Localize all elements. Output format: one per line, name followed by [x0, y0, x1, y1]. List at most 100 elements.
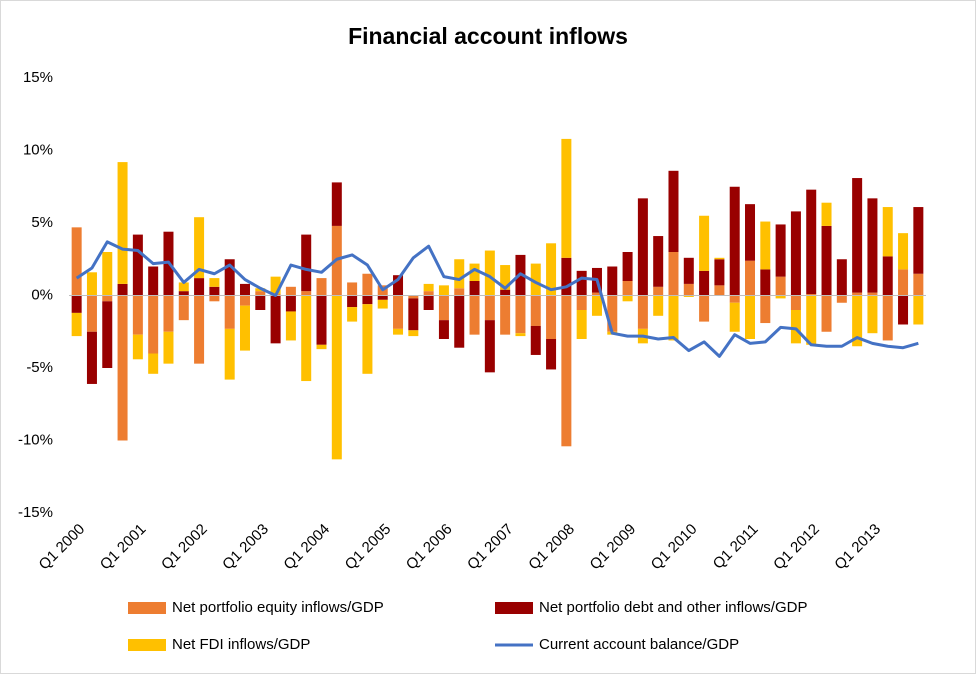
- bar: [285, 295, 296, 312]
- bar: [821, 295, 832, 332]
- y-tick-label: -15%: [18, 504, 53, 521]
- bar: [194, 278, 205, 296]
- bar: [515, 333, 526, 337]
- bar: [408, 330, 419, 337]
- y-tick-label: -10%: [18, 431, 53, 448]
- bar: [546, 243, 557, 296]
- bar: [790, 295, 801, 310]
- bar: [806, 294, 817, 296]
- bar: [576, 295, 587, 310]
- bar: [438, 320, 449, 339]
- bar: [561, 257, 572, 296]
- bar: [377, 299, 388, 309]
- bar: [852, 178, 863, 293]
- bar: [760, 295, 771, 324]
- bar: [913, 295, 924, 325]
- bar: [760, 269, 771, 296]
- bar: [86, 272, 97, 296]
- bar: [745, 204, 756, 261]
- bar: [270, 276, 281, 295]
- bar: [117, 283, 128, 296]
- bar: [331, 295, 342, 460]
- bar: [224, 295, 235, 329]
- bar: [561, 138, 572, 258]
- bar: [255, 295, 266, 310]
- bar: [714, 285, 725, 296]
- bar: [821, 202, 832, 226]
- bar: [745, 260, 756, 296]
- bar: [745, 295, 756, 339]
- bar: [913, 207, 924, 274]
- bar: [117, 295, 128, 441]
- bar: [178, 291, 189, 296]
- bar: [408, 298, 419, 331]
- chart-title: Financial account inflows: [348, 23, 628, 49]
- bar: [285, 286, 296, 296]
- bar: [71, 312, 82, 337]
- bar: [668, 170, 679, 252]
- bar: [775, 224, 786, 277]
- bar: [500, 295, 511, 335]
- bar: [637, 295, 648, 329]
- bar: [852, 292, 863, 296]
- bar: [301, 291, 312, 296]
- bar: [331, 182, 342, 226]
- bar: [867, 292, 878, 296]
- bar: [836, 259, 847, 296]
- bar: [469, 295, 480, 335]
- bar: [270, 295, 281, 344]
- bar: [867, 198, 878, 293]
- bar: [882, 256, 893, 296]
- bar: [760, 221, 771, 270]
- bar: [484, 320, 495, 373]
- bar: [790, 310, 801, 344]
- bar: [224, 259, 235, 296]
- legend-swatch: [128, 602, 166, 614]
- bar: [71, 295, 82, 313]
- bar: [316, 278, 327, 296]
- bar: [591, 292, 602, 296]
- bar: [821, 225, 832, 296]
- bar: [699, 270, 710, 296]
- bar: [607, 295, 618, 332]
- bar: [362, 304, 373, 374]
- bar: [790, 211, 801, 296]
- bar: [117, 162, 128, 284]
- bar: [301, 234, 312, 292]
- bar: [102, 295, 113, 302]
- bar: [454, 295, 465, 348]
- bar: [393, 275, 404, 296]
- bar: [546, 295, 557, 339]
- bar: [209, 286, 220, 296]
- y-tick-label: 15%: [23, 69, 53, 86]
- bar: [622, 295, 633, 302]
- bar: [209, 278, 220, 287]
- bar: [454, 288, 465, 296]
- bar: [898, 295, 909, 325]
- bar: [163, 331, 174, 364]
- bar: [882, 207, 893, 257]
- bar: [362, 295, 373, 305]
- bar: [408, 295, 419, 299]
- bar: [194, 295, 205, 364]
- bar: [347, 282, 358, 296]
- bar: [653, 286, 664, 296]
- bar: [393, 295, 404, 329]
- legend-swatch: [128, 639, 166, 651]
- bar: [699, 295, 710, 322]
- legend-label: Current account balance/GDP: [539, 636, 739, 653]
- y-tick-label: 5%: [31, 214, 53, 231]
- bar: [913, 273, 924, 296]
- bar: [239, 283, 250, 296]
- legend-swatch: [495, 602, 533, 614]
- bar: [668, 295, 679, 341]
- bar: [132, 334, 143, 360]
- bar: [132, 295, 143, 335]
- bar: [347, 295, 358, 308]
- bar: [377, 295, 388, 300]
- bar: [454, 259, 465, 289]
- bar: [683, 257, 694, 284]
- bar: [316, 344, 327, 350]
- bar: [362, 273, 373, 296]
- legend-label: Net portfolio debt and other inflows/GDP: [539, 599, 807, 616]
